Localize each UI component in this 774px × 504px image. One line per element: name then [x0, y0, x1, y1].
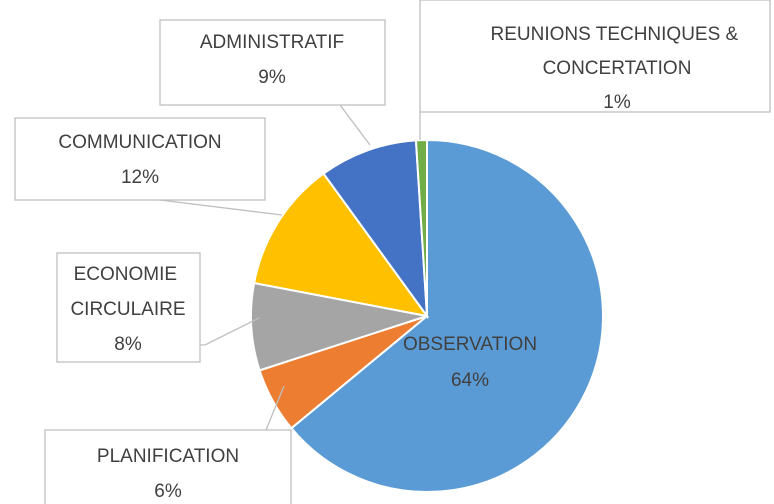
pie-slice [414, 138, 428, 317]
value-label: 64% [451, 370, 489, 391]
pie-slice [250, 281, 428, 372]
category-label: REUNIONS TECHNIQUES & CONCERTATION [490, 24, 743, 79]
category-label: ADMINISTRATIF [200, 32, 344, 53]
label-line: ADMINISTRATIF [200, 32, 344, 53]
value-label: 9% [258, 67, 286, 88]
label-line: REUNIONS TECHNIQUES & [490, 24, 743, 45]
label-line: COMMUNICATION [58, 132, 221, 153]
pie-slice [322, 139, 429, 320]
label-box [159, 19, 386, 106]
label-box [419, 0, 771, 113]
pie-slice [289, 138, 604, 493]
label-box [56, 252, 201, 363]
label-box [14, 117, 266, 201]
leader-line [200, 317, 260, 346]
label-box [44, 429, 292, 504]
pie-slice [252, 172, 430, 318]
leader-line [339, 104, 371, 146]
category-label: ECONOMIE CIRCULAIRE [70, 264, 185, 320]
label-line: OBSERVATION [403, 334, 537, 355]
value-label: 1% [603, 92, 631, 113]
label-line: PLANIFICATION [97, 446, 239, 467]
leader-line [159, 199, 283, 216]
leader-line [265, 385, 285, 431]
value-label: 12% [121, 167, 159, 188]
category-label: COMMUNICATION [58, 132, 221, 153]
value-label: 6% [154, 481, 182, 502]
value-label: 8% [114, 334, 142, 355]
label-line: CIRCULAIRE [70, 299, 185, 320]
category-label: PLANIFICATION [97, 446, 239, 467]
category-label: OBSERVATION [403, 334, 537, 355]
label-line: ECONOMIE [74, 264, 183, 285]
label-line: CONCERTATION [543, 58, 692, 79]
